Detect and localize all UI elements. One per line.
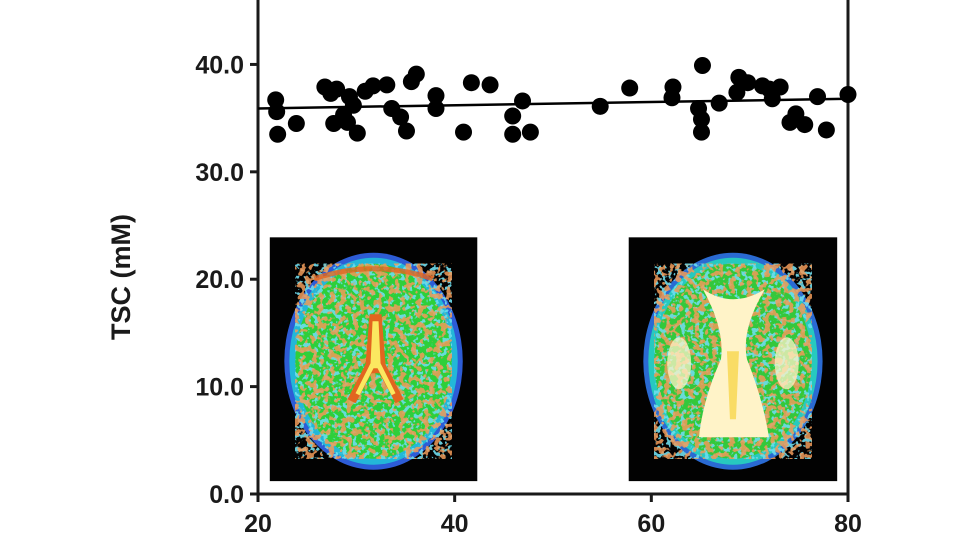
data-point xyxy=(364,77,382,95)
data-points xyxy=(267,57,857,143)
data-point xyxy=(287,115,305,132)
y-tick-label: 20.0 xyxy=(195,266,244,294)
data-point xyxy=(504,125,522,143)
data-point xyxy=(839,86,857,104)
y-tick-label: 10.0 xyxy=(195,374,244,402)
data-point xyxy=(338,113,356,131)
data-point xyxy=(392,108,410,126)
brain-scan-right-lateral-left xyxy=(667,337,692,390)
data-point xyxy=(817,121,835,139)
data-point xyxy=(348,124,366,142)
data-point xyxy=(692,123,710,141)
data-point xyxy=(328,80,346,98)
data-point xyxy=(521,123,539,141)
data-point xyxy=(621,79,639,97)
data-point xyxy=(692,110,710,128)
data-point xyxy=(378,76,396,94)
brain-scan-left-cortex-band xyxy=(313,266,434,282)
brain-scan-right xyxy=(628,237,838,482)
x-tick-label: 40 xyxy=(441,510,469,538)
brain-scan-left-ventricle xyxy=(355,321,396,396)
tick-labels: 0.0 10.0 20.0 30.0 40.0 20 40 60 80 xyxy=(195,51,862,538)
data-point xyxy=(344,96,362,114)
brain-scan-right-lateral-right xyxy=(774,337,799,390)
data-point xyxy=(504,107,522,125)
inset-images xyxy=(269,237,838,482)
data-point xyxy=(514,92,532,110)
data-point xyxy=(771,78,789,96)
data-point xyxy=(407,65,425,83)
brain-scan-left xyxy=(269,237,478,482)
data-point xyxy=(710,94,728,112)
data-point xyxy=(796,116,814,134)
data-point xyxy=(397,122,415,140)
brain-scan-right-midline xyxy=(726,351,739,420)
data-point xyxy=(728,83,746,101)
data-point xyxy=(809,88,827,106)
y-axis-title: TSC (mM) xyxy=(106,214,136,340)
data-point xyxy=(739,74,757,92)
y-tick-label: 30.0 xyxy=(195,159,244,187)
data-point xyxy=(591,97,609,115)
x-tick-label: 60 xyxy=(637,510,665,538)
y-tick-label: 40.0 xyxy=(195,51,244,79)
data-point xyxy=(427,99,445,117)
data-point xyxy=(455,123,473,141)
data-point xyxy=(693,57,711,75)
data-point xyxy=(427,87,445,105)
x-tick-label: 80 xyxy=(834,510,862,538)
data-point xyxy=(462,74,480,92)
data-point xyxy=(664,78,682,96)
data-point xyxy=(268,103,286,121)
axes xyxy=(250,0,850,502)
y-tick-label: 0.0 xyxy=(209,481,244,509)
data-point xyxy=(269,125,287,143)
data-point xyxy=(481,76,499,94)
x-tick-label: 20 xyxy=(244,510,272,538)
